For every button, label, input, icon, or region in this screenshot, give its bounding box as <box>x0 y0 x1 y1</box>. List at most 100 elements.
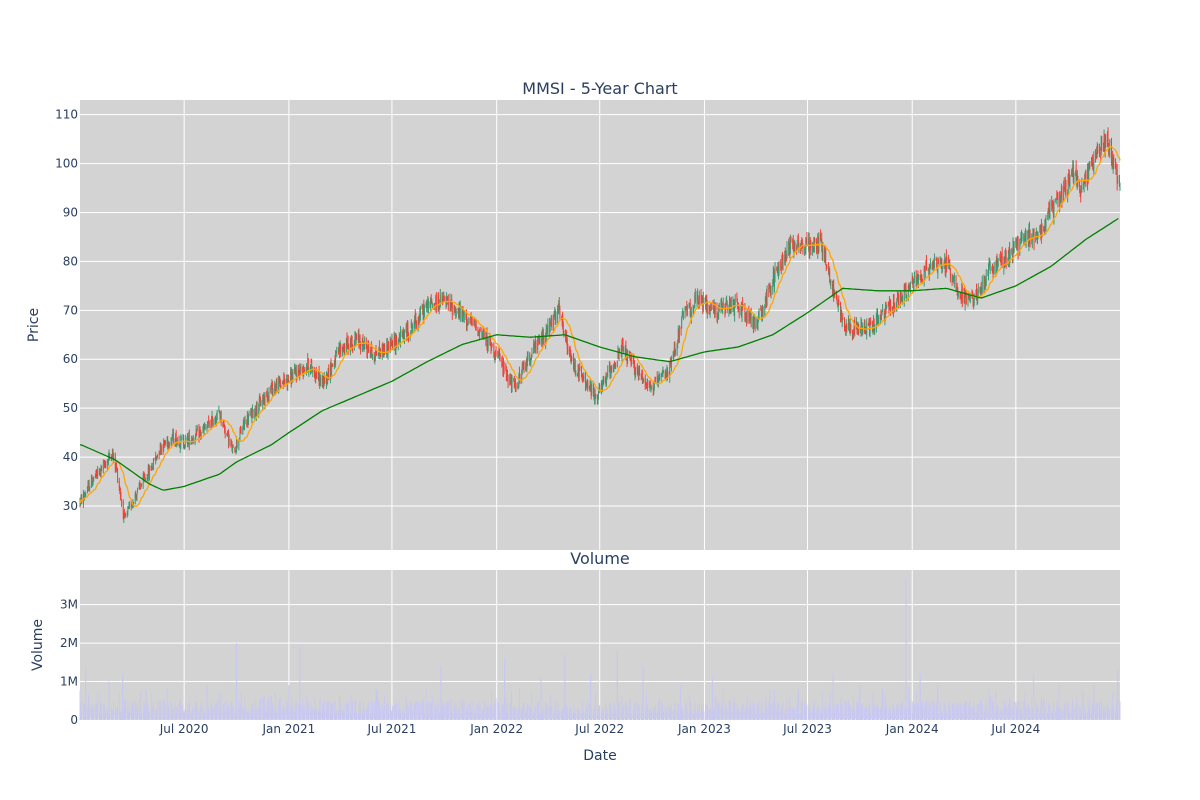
candle-body <box>622 341 623 344</box>
candle-body <box>897 292 899 299</box>
candle-body <box>430 298 432 308</box>
candle-body <box>606 380 607 383</box>
candle-body <box>577 369 579 377</box>
candle-body <box>167 441 169 447</box>
candle-body <box>400 330 401 342</box>
candle-body <box>678 329 680 340</box>
candle-body <box>260 399 261 406</box>
candle-body <box>638 368 640 377</box>
candle-body <box>1096 147 1098 152</box>
candle-body <box>1119 179 1120 186</box>
candle-body <box>611 367 613 370</box>
candle-body <box>420 308 421 321</box>
candle-body <box>581 374 583 376</box>
candle-body <box>930 263 931 269</box>
candle-body <box>506 375 508 377</box>
candle-body <box>262 398 264 405</box>
candle-body <box>741 304 743 317</box>
candle-body <box>414 314 416 322</box>
candle-body <box>235 449 236 453</box>
candle-body <box>634 374 636 376</box>
candle-body <box>602 380 603 388</box>
date-x-tick-label: Jul 2024 <box>990 722 1040 736</box>
candle-body <box>550 319 552 323</box>
candle-body <box>423 304 425 318</box>
candle-body <box>106 460 108 467</box>
candle-body <box>482 335 483 337</box>
candle-body <box>569 351 571 357</box>
candle-body <box>462 308 463 319</box>
candle-body <box>659 374 660 377</box>
candle-body <box>929 266 931 273</box>
candle-body <box>949 272 951 278</box>
candle-body <box>347 337 349 350</box>
candle-body <box>746 309 748 324</box>
candle-body <box>534 340 536 344</box>
candle-body <box>175 435 177 444</box>
candle-body <box>515 383 516 388</box>
candle-body <box>1115 160 1116 168</box>
candle-body <box>386 342 388 356</box>
candle-body <box>792 240 794 250</box>
candle-body <box>112 453 114 457</box>
candle-body <box>961 288 963 302</box>
candle-body <box>793 246 795 249</box>
candle-body <box>646 387 648 389</box>
candle-body <box>1108 150 1110 155</box>
candle-body <box>384 345 385 351</box>
candle-body <box>957 294 959 296</box>
candle-body <box>274 385 276 390</box>
candle-body <box>252 407 253 410</box>
candle-body <box>266 391 268 393</box>
candle-body <box>202 428 204 433</box>
candle-body <box>156 457 158 459</box>
candle-body <box>790 239 792 242</box>
candle-body <box>260 405 262 406</box>
candle-body <box>589 385 591 388</box>
candle-body <box>601 382 602 391</box>
candle-body <box>825 267 827 269</box>
candle-body <box>891 309 893 311</box>
candle-body <box>652 385 654 391</box>
candle-body <box>183 445 185 449</box>
candle-body <box>906 295 907 297</box>
candle-body <box>1057 196 1059 207</box>
candle-body <box>236 440 237 451</box>
candle-body <box>454 309 456 310</box>
candle-body <box>389 341 391 353</box>
candle-body <box>360 345 362 350</box>
candle-body <box>617 351 619 360</box>
candle-body <box>124 512 125 516</box>
candle-body <box>996 261 997 273</box>
candle-body <box>886 304 888 308</box>
candle-body <box>616 361 618 363</box>
candle-body <box>93 476 95 480</box>
candle-body <box>210 424 212 428</box>
candle-body <box>684 306 686 314</box>
candle-body <box>87 489 88 493</box>
candle-body <box>705 296 706 305</box>
candle-body <box>754 319 755 320</box>
volume-y-tick-label: 1M <box>60 675 78 689</box>
candle-body <box>574 362 576 369</box>
candle-body <box>381 344 383 358</box>
candle-body <box>624 348 626 355</box>
candle-body <box>585 375 586 387</box>
candle-body <box>121 500 122 503</box>
candle-body <box>116 465 117 470</box>
candle-body <box>921 279 923 280</box>
candle-body <box>904 283 906 290</box>
price-y-tick-label: 70 <box>63 303 78 317</box>
candle-body <box>756 322 758 329</box>
candle-body <box>904 289 906 290</box>
candle-body <box>836 296 838 302</box>
candle-body <box>318 371 320 385</box>
candle-body <box>762 306 764 313</box>
candle-body <box>163 440 165 450</box>
candle-body <box>1025 229 1026 242</box>
candle-body <box>258 408 260 414</box>
candle-body <box>168 442 170 446</box>
candle-body <box>314 374 316 379</box>
candle-body <box>881 311 883 316</box>
candle-body <box>1104 142 1106 151</box>
